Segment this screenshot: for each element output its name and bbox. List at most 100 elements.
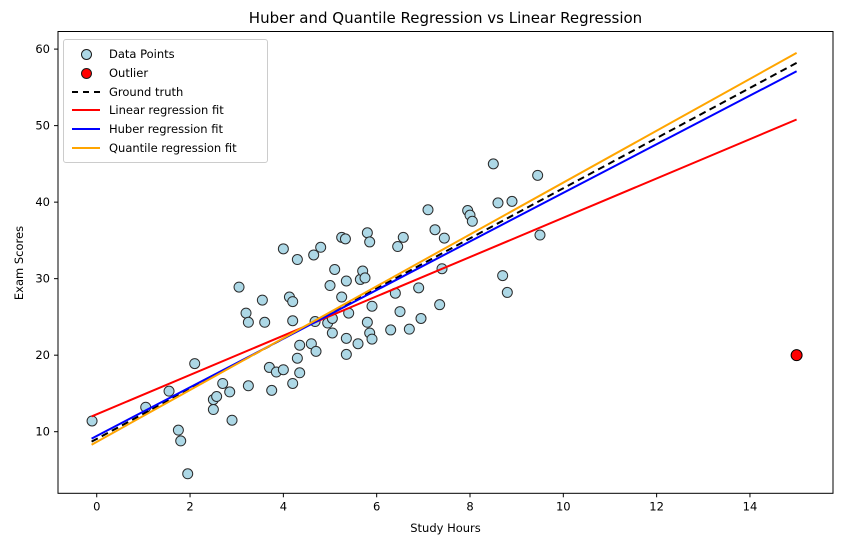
x-tick-label: 6 bbox=[373, 499, 380, 513]
data-point bbox=[361, 227, 373, 239]
y-tick-label: 20 bbox=[35, 348, 50, 362]
data-point bbox=[310, 345, 322, 357]
outlier-marker-icon bbox=[71, 67, 101, 79]
data-point bbox=[240, 307, 252, 319]
y-tick-label: 40 bbox=[35, 195, 50, 209]
legend-label: Linear regression fit bbox=[109, 103, 224, 118]
data-point bbox=[438, 232, 450, 244]
data-point bbox=[339, 233, 351, 245]
huber-regression-fit-line bbox=[91, 70, 798, 440]
data-point bbox=[163, 385, 175, 397]
legend-label: Outlier bbox=[109, 66, 149, 80]
data-point bbox=[256, 294, 268, 306]
data-point bbox=[242, 316, 254, 328]
y-axis-label: Exam Scores bbox=[12, 225, 26, 301]
data-point bbox=[326, 327, 338, 339]
legend-item: Ground truth bbox=[71, 82, 259, 101]
data-point bbox=[359, 272, 371, 284]
data-point bbox=[277, 364, 289, 376]
data-point bbox=[534, 229, 546, 241]
data-point bbox=[172, 424, 184, 436]
data-point bbox=[308, 249, 320, 261]
data-point bbox=[340, 332, 352, 344]
data-point bbox=[506, 195, 518, 207]
data-point bbox=[291, 352, 303, 364]
data-point bbox=[86, 415, 98, 427]
legend-circle-icon bbox=[80, 67, 92, 79]
data-point bbox=[324, 280, 336, 292]
legend-item: Outlier bbox=[71, 64, 259, 83]
data-point bbox=[366, 300, 378, 312]
data-point bbox=[394, 306, 406, 318]
legend-label: Quantile regression fit bbox=[109, 140, 237, 155]
data-point bbox=[224, 386, 236, 398]
data-point bbox=[403, 323, 415, 335]
solid-line-icon bbox=[72, 128, 100, 131]
legend-item: Linear regression fit bbox=[71, 101, 259, 120]
data-point bbox=[352, 338, 364, 350]
data-point bbox=[532, 169, 544, 181]
data-point bbox=[501, 286, 513, 298]
data-point bbox=[429, 224, 441, 236]
data-point bbox=[497, 270, 509, 282]
data-point bbox=[259, 316, 271, 328]
data-point bbox=[211, 391, 223, 403]
x-axis-label: Study Hours bbox=[410, 521, 481, 535]
solid-line-icon bbox=[72, 109, 100, 112]
legend-item: Huber regression fit bbox=[71, 120, 259, 139]
data-point bbox=[287, 377, 299, 389]
data-point bbox=[291, 254, 303, 266]
data-point bbox=[366, 333, 378, 345]
data-point bbox=[233, 281, 245, 293]
x-tick-label: 14 bbox=[743, 499, 758, 513]
dashed-line-icon bbox=[72, 90, 100, 93]
data-point bbox=[392, 241, 404, 253]
data-point bbox=[361, 316, 373, 328]
legend: Data Points Outlier Ground truth Linear reg… bbox=[63, 39, 268, 163]
y-tick-label: 60 bbox=[35, 42, 50, 56]
data-point bbox=[266, 384, 278, 396]
y-tick-label: 50 bbox=[35, 119, 50, 133]
data-point bbox=[397, 231, 409, 243]
data-point bbox=[207, 404, 219, 416]
x-tick-label: 2 bbox=[186, 499, 193, 513]
data-point-marker-icon bbox=[71, 48, 101, 60]
x-tick-label: 4 bbox=[280, 499, 287, 513]
legend-label: Data Points bbox=[109, 47, 175, 62]
data-point bbox=[492, 197, 504, 209]
legend-line-icon bbox=[71, 128, 101, 131]
y-tick-label: 30 bbox=[35, 272, 50, 286]
data-point bbox=[226, 414, 238, 426]
data-point bbox=[434, 299, 446, 311]
data-point bbox=[189, 358, 201, 370]
y-tick-label: 10 bbox=[35, 425, 50, 439]
data-point bbox=[385, 324, 397, 336]
legend-circle-icon bbox=[80, 48, 92, 60]
data-point bbox=[413, 282, 425, 294]
legend-label: Ground truth bbox=[109, 84, 184, 99]
legend-label: Huber regression fit bbox=[109, 122, 224, 137]
data-point bbox=[340, 275, 352, 287]
solid-line-icon bbox=[72, 146, 100, 149]
data-point bbox=[487, 158, 499, 170]
data-point bbox=[364, 236, 376, 248]
chart-title: Huber and Quantile Regression vs Linear … bbox=[248, 9, 643, 27]
quantile-regression-fit-line bbox=[91, 52, 798, 446]
legend-line-icon bbox=[71, 109, 101, 112]
data-point bbox=[329, 263, 341, 275]
outlier-point bbox=[790, 349, 803, 362]
data-point bbox=[182, 468, 194, 480]
legend-item: Data Points bbox=[71, 45, 259, 64]
data-point bbox=[336, 291, 348, 303]
x-tick-label: 12 bbox=[649, 499, 664, 513]
data-point bbox=[277, 243, 289, 255]
x-tick-label: 10 bbox=[556, 499, 571, 513]
data-point bbox=[175, 435, 187, 447]
data-point bbox=[422, 204, 434, 216]
linear-regression-fit-line bbox=[91, 118, 797, 418]
legend-item: Quantile regression fit bbox=[71, 138, 259, 157]
data-point bbox=[294, 367, 306, 379]
data-point bbox=[466, 215, 478, 227]
data-point bbox=[340, 348, 352, 360]
